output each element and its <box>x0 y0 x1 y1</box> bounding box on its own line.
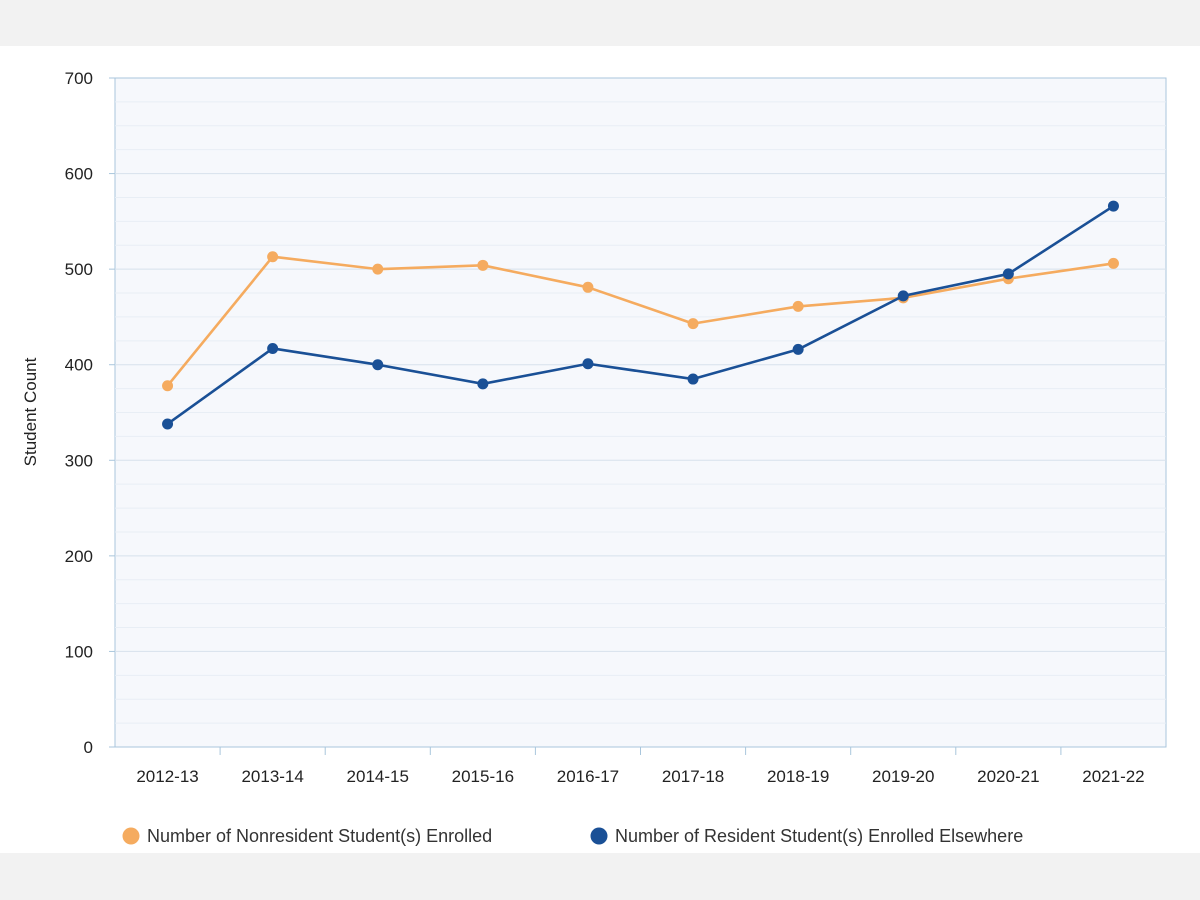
series-group <box>162 200 1119 430</box>
data-point <box>477 378 489 390</box>
x-tick-label: 2018-19 <box>767 767 829 786</box>
y-tick-label: 0 <box>84 738 93 757</box>
y-tick-label: 600 <box>65 165 93 184</box>
x-tick-label: 2015-16 <box>452 767 514 786</box>
data-point <box>1002 268 1014 280</box>
data-point <box>687 318 699 330</box>
data-point <box>897 290 909 302</box>
data-point <box>582 358 594 370</box>
x-tick-label: 2021-22 <box>1082 767 1144 786</box>
series-line <box>166 255 1114 387</box>
y-tick-label: 500 <box>65 260 93 279</box>
data-point <box>372 263 384 275</box>
y-tick-label: 200 <box>65 547 93 566</box>
x-tick-label: 2020-21 <box>977 767 1039 786</box>
legend-label: Number of Nonresident Student(s) Enrolle… <box>147 826 492 846</box>
x-axis-ticks: 2012-13 2013-14 2014-15 2015-16 2016-17 2017-… <box>136 747 1145 786</box>
y-axis-ticks: 0 100 200 300 400 500 600 700 <box>65 69 115 757</box>
legend: Number of Nonresident Student(s) Enrolle… <box>122 826 1023 846</box>
legend-label: Number of Resident Student(s) Enrolled E… <box>615 826 1023 846</box>
data-point <box>1107 200 1119 212</box>
data-point <box>687 373 699 385</box>
data-point <box>267 342 279 354</box>
x-tick-label: 2012-13 <box>136 767 198 786</box>
data-point <box>372 359 384 371</box>
series-2 <box>162 200 1119 430</box>
data-point <box>1107 257 1119 269</box>
y-tick-label: 100 <box>65 642 93 661</box>
data-point <box>792 343 804 355</box>
x-tick-label: 2013-14 <box>241 767 303 786</box>
y-tick-label: 400 <box>65 356 93 375</box>
x-tick-label: 2019-20 <box>872 767 934 786</box>
data-point <box>792 300 804 312</box>
series-line <box>166 204 1115 426</box>
legend-marker <box>590 827 608 845</box>
data-point <box>582 281 594 293</box>
data-point <box>162 418 174 430</box>
y-tick-label: 700 <box>65 69 93 88</box>
data-point <box>267 251 279 263</box>
x-tick-label: 2014-15 <box>347 767 409 786</box>
y-tick-label: 300 <box>65 451 93 470</box>
data-point <box>162 380 174 392</box>
x-tick-label: 2017-18 <box>662 767 724 786</box>
gridlines <box>115 101 1166 724</box>
x-tick-label: 2016-17 <box>557 767 619 786</box>
legend-marker <box>122 827 140 845</box>
data-point <box>477 259 489 271</box>
y-axis-title: Student Count <box>21 357 40 466</box>
